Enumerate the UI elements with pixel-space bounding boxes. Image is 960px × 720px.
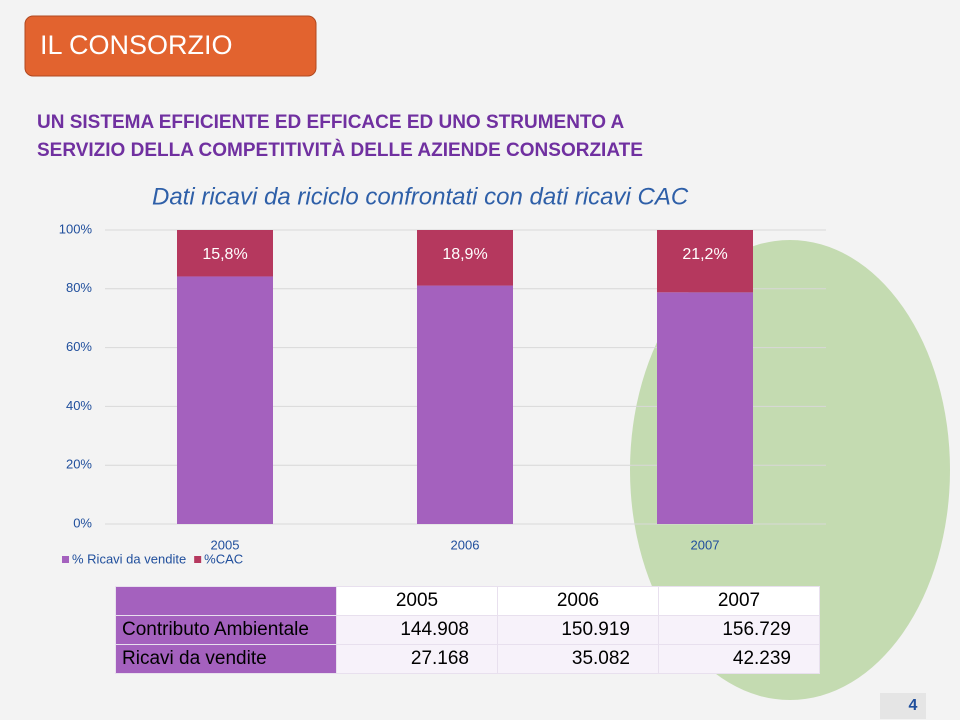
table-cell: 144.908 bbox=[336, 615, 498, 645]
table-cell: 2006 bbox=[497, 586, 659, 616]
page-number-box bbox=[880, 693, 926, 719]
data-label: 18,9% bbox=[442, 246, 487, 263]
y-tick-label: 60% bbox=[66, 339, 92, 354]
bar-segment bbox=[657, 292, 753, 524]
table-cell: 150.919 bbox=[497, 615, 659, 645]
legend-label: %CAC bbox=[204, 551, 243, 566]
table-cell bbox=[115, 586, 337, 616]
page-number: 4 bbox=[909, 697, 918, 714]
x-tick-label: 2005 bbox=[211, 537, 240, 552]
y-tick-label: 0% bbox=[73, 515, 92, 530]
table-cell: 156.729 bbox=[658, 615, 820, 645]
table-cell: 27.168 bbox=[336, 644, 498, 674]
bar-segment bbox=[417, 285, 513, 524]
table-cell: 35.082 bbox=[497, 644, 659, 674]
slide-title: IL CONSORZIO bbox=[40, 30, 233, 60]
table-cell: Ricavi da vendite bbox=[115, 644, 337, 674]
table-row: Contributo Ambientale 144.908 150.919 156.7… bbox=[115, 615, 820, 645]
table-cell: Contributo Ambientale bbox=[115, 615, 337, 645]
table-row: Ricavi da vendite 27.168 35.082 42.239 bbox=[115, 644, 820, 674]
bar-segment bbox=[417, 230, 513, 286]
y-tick-label: 40% bbox=[66, 398, 92, 413]
chart-title: Dati ricavi da riciclo confrontati con d… bbox=[152, 183, 689, 210]
y-tick-label: 80% bbox=[66, 280, 92, 295]
data-table: 2005 2006 2007 Contributo Ambientale 144.908… bbox=[115, 586, 820, 674]
title-box bbox=[24, 15, 317, 77]
legend-swatch bbox=[62, 556, 69, 563]
bar-segment bbox=[177, 230, 273, 277]
headline: UN SISTEMA EFFICIENTE ED EFFICACE ED UNO… bbox=[37, 112, 625, 133]
data-label: 21,2% bbox=[682, 246, 727, 263]
table-cell: 42.239 bbox=[658, 644, 820, 674]
table-row: 2005 2006 2007 bbox=[115, 586, 820, 616]
table-cell: 2007 bbox=[658, 586, 820, 616]
legend-label: % Ricavi da vendite bbox=[72, 551, 186, 566]
headline: SERVIZIO DELLA COMPETITIVITÀ DELLE AZIEN… bbox=[37, 139, 643, 161]
x-tick-label: 2007 bbox=[691, 537, 720, 552]
y-tick-label: 20% bbox=[66, 457, 92, 472]
y-tick-label: 100% bbox=[59, 221, 93, 236]
bar-segment bbox=[657, 230, 753, 293]
table-cell: 2005 bbox=[336, 586, 498, 616]
legend-swatch bbox=[194, 556, 202, 563]
x-tick-label: 2006 bbox=[451, 537, 480, 552]
bar-segment bbox=[177, 276, 273, 524]
data-label: 15,8% bbox=[202, 246, 247, 263]
